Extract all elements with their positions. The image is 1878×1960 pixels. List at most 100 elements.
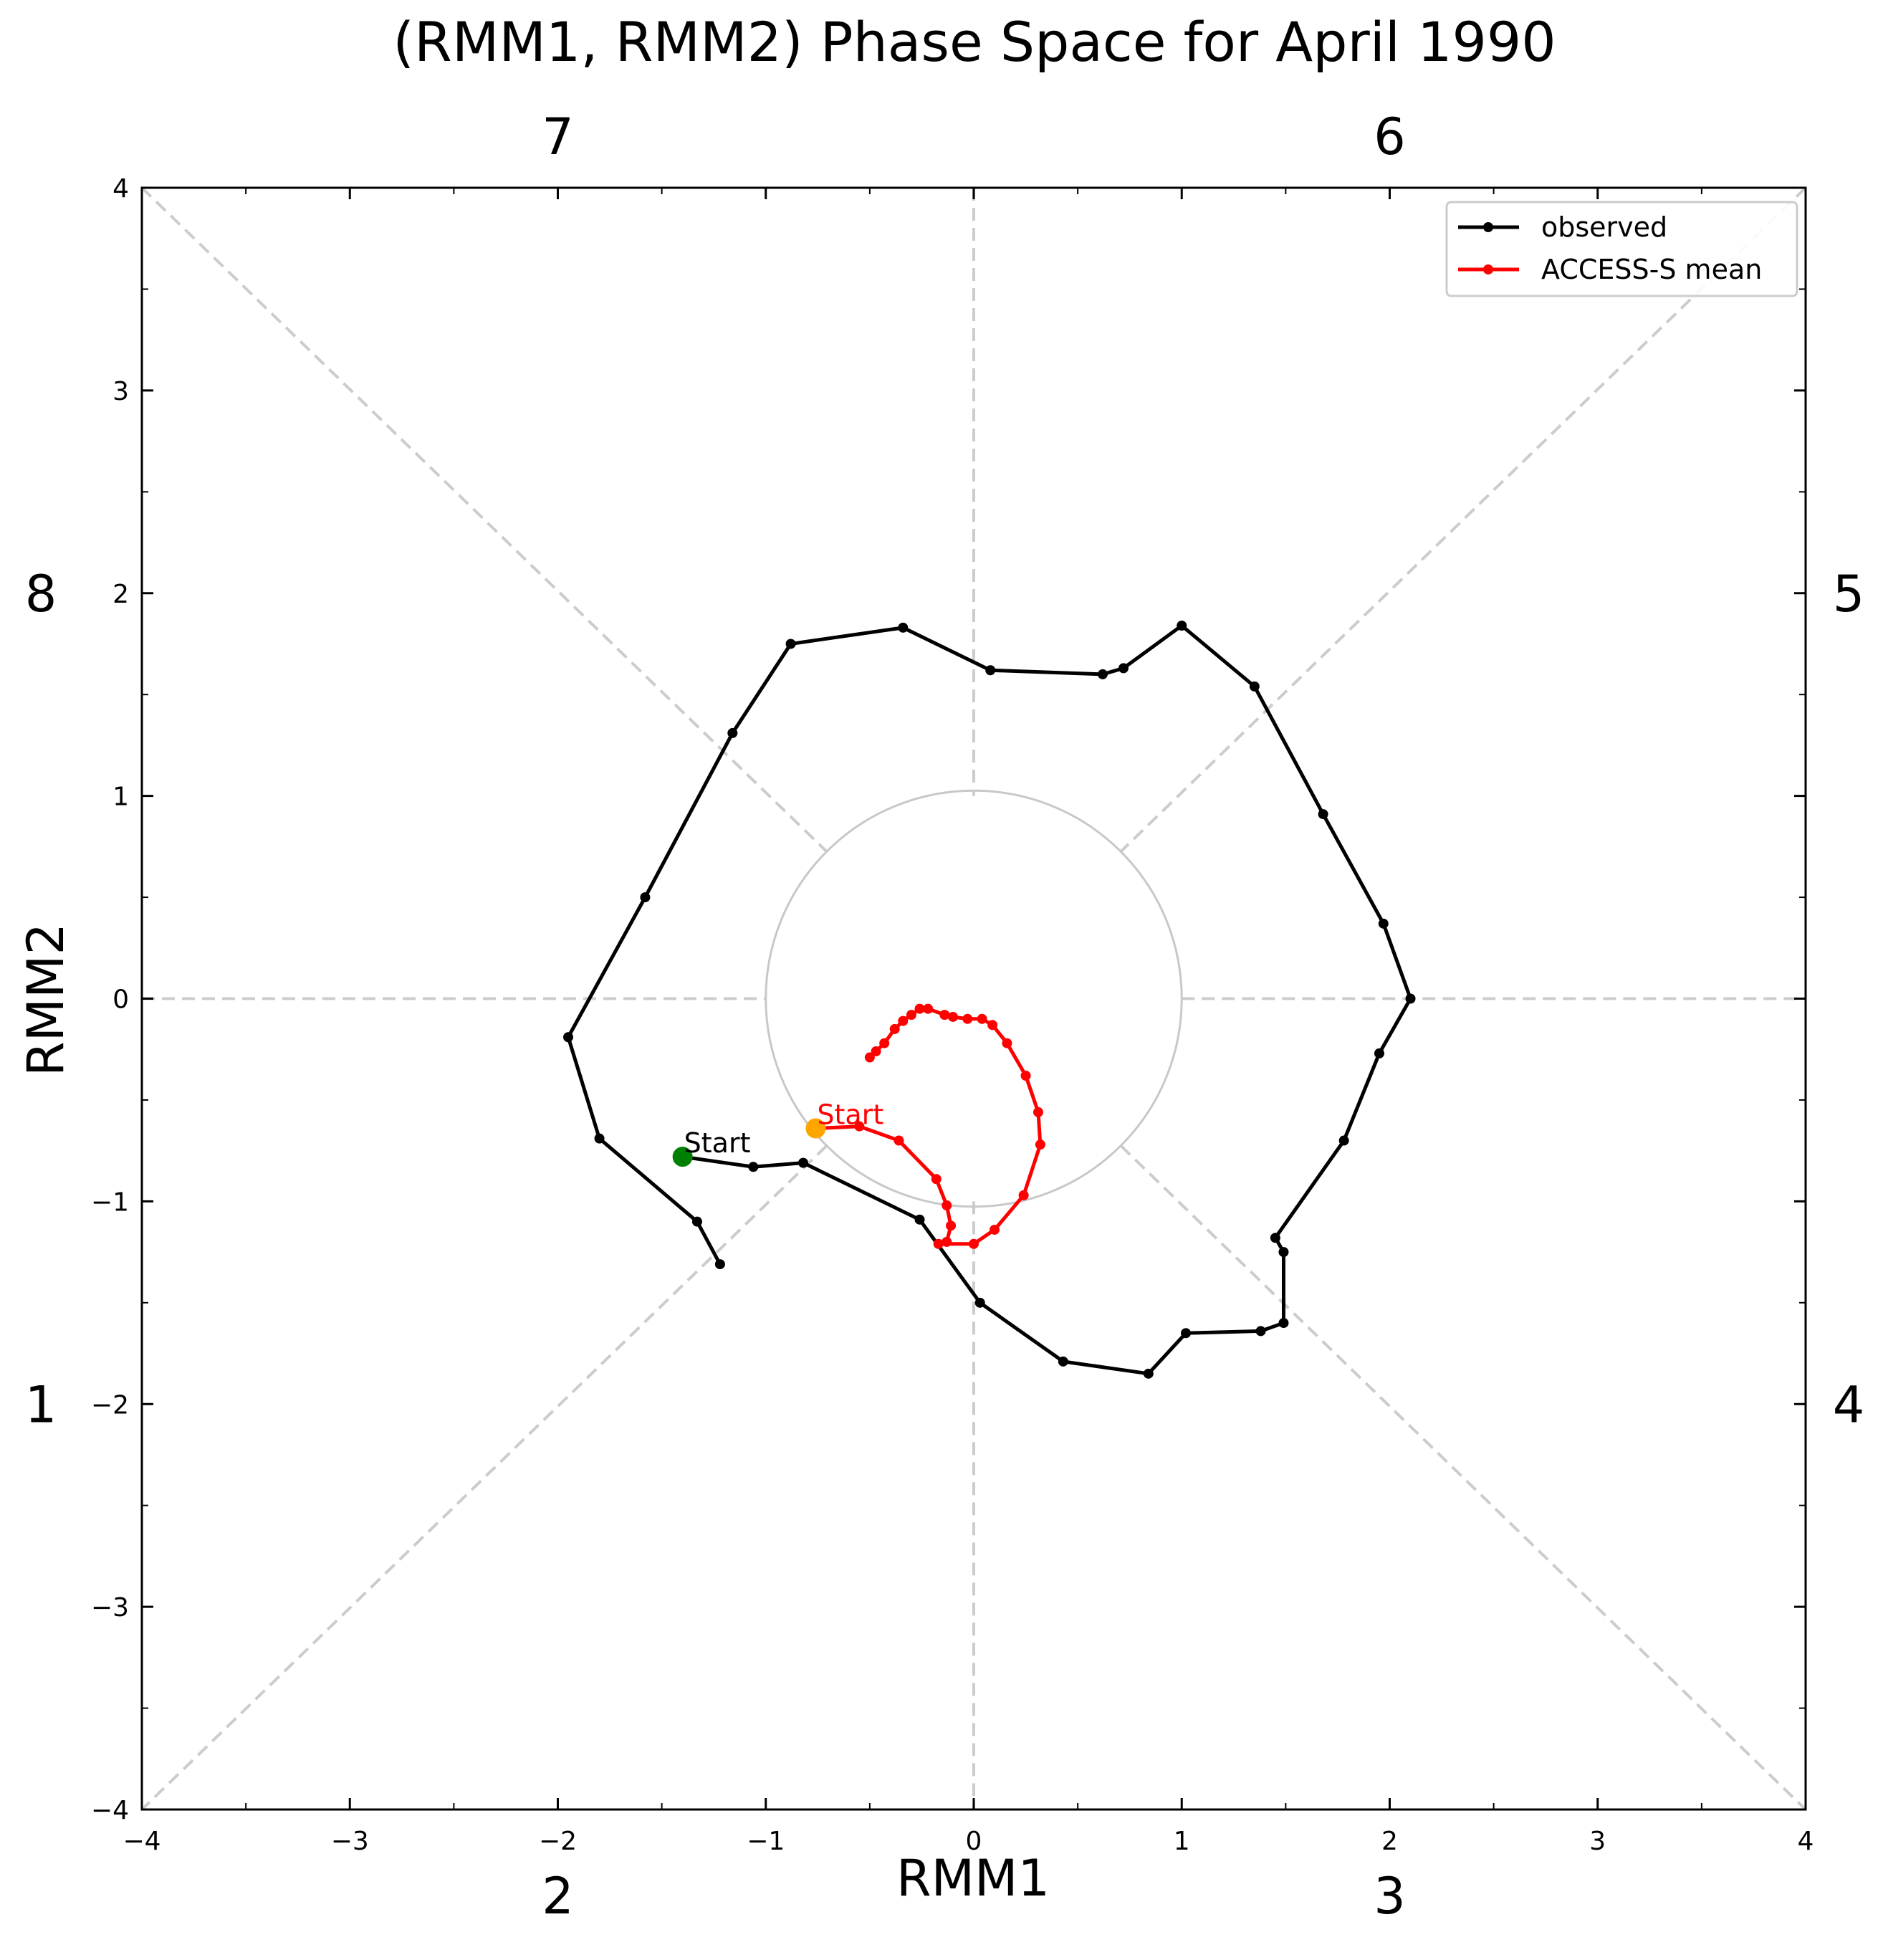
x-tick-label: 1	[1174, 1827, 1190, 1856]
phase-label-3: 3	[1374, 1867, 1406, 1926]
data-point-observed	[1270, 1233, 1280, 1243]
data-point-access-s-mean	[1033, 1106, 1043, 1117]
data-point-access-s-mean	[987, 1020, 998, 1031]
data-point-access-s-mean	[871, 1046, 881, 1057]
x-tick-label: −4	[123, 1827, 161, 1856]
data-point-access-s-mean	[969, 1238, 979, 1249]
y-tick-label: −4	[91, 1796, 129, 1825]
data-point-access-s-mean	[962, 1013, 973, 1024]
x-tick-label: 2	[1381, 1827, 1398, 1856]
y-tick-label: 4	[112, 174, 129, 204]
data-point-observed	[914, 1214, 925, 1225]
phase-label-5: 5	[1833, 565, 1865, 623]
data-point-access-s-mean	[942, 1236, 952, 1247]
y-axis-label: RMM2	[16, 923, 75, 1076]
data-point-access-s-mean	[923, 1003, 934, 1014]
data-point-observed	[1143, 1368, 1154, 1379]
y-tick-label: 0	[112, 985, 129, 1015]
data-point-access-s-mean	[864, 1052, 875, 1063]
phase-divider-diagonal-top-left	[140, 186, 828, 853]
x-tick-label: −2	[539, 1827, 577, 1856]
legend-marker-observed	[1483, 222, 1493, 232]
data-point-access-s-mean	[942, 1200, 952, 1211]
data-point-observed	[563, 1032, 574, 1043]
phase-label-6: 6	[1374, 107, 1406, 166]
y-tick-label: −1	[91, 1187, 129, 1217]
phase-label-7: 7	[542, 107, 574, 166]
y-tick-label: −3	[91, 1593, 129, 1622]
phase-label-4: 4	[1833, 1375, 1865, 1434]
data-point-access-s-mean	[1020, 1070, 1031, 1081]
data-point-observed	[1405, 993, 1416, 1004]
data-point-observed	[1278, 1318, 1289, 1329]
data-point-access-s-mean	[933, 1238, 944, 1249]
data-point-observed	[974, 1297, 985, 1308]
y-tick-label: 3	[112, 377, 129, 406]
data-point-access-s-mean	[914, 1003, 925, 1014]
x-tick-label: 0	[966, 1827, 982, 1856]
data-point-observed	[1278, 1247, 1289, 1258]
data-point-observed	[727, 727, 738, 738]
unit-circle	[765, 789, 1183, 1208]
data-point-access-s-mean	[1018, 1190, 1029, 1200]
x-tick-label: 3	[1589, 1827, 1606, 1856]
data-point-access-s-mean	[854, 1121, 865, 1132]
data-point-access-s-mean	[906, 1010, 916, 1020]
phase-divider-diagonal-bottom-left	[140, 1144, 828, 1811]
data-point-observed	[691, 1216, 702, 1227]
data-point-observed	[985, 665, 996, 676]
data-point-access-s-mean	[898, 1015, 909, 1026]
plot-area: −4 −3 −2 −1 0 1 2 3 4 −4 −3 −2 −1 0 1 2 3 4 1 2 3 4 5 6 7 8 Start S…	[25, 107, 1865, 1926]
data-point-observed	[1255, 1326, 1266, 1337]
y-tick-label: 2	[112, 580, 129, 609]
legend-label-observed: observed	[1541, 211, 1667, 243]
phase-label-2: 2	[542, 1867, 574, 1926]
data-point-observed	[640, 892, 651, 903]
chart-title: (RMM1, RMM2) Phase Space for April 1990	[393, 10, 1556, 74]
data-point-observed	[1249, 681, 1260, 692]
data-point-access-s-mean	[947, 1011, 958, 1022]
phase-label-1: 1	[25, 1375, 57, 1434]
data-point-observed	[1097, 669, 1108, 679]
phase-divider-diagonal-bottom-right	[1119, 1144, 1807, 1811]
x-tick-label: −3	[331, 1827, 369, 1856]
data-point-observed	[714, 1259, 725, 1270]
x-tick-label: 4	[1798, 1827, 1814, 1856]
data-point-access-s-mean	[1002, 1038, 1012, 1048]
start-marker-access-s-mean	[805, 1118, 826, 1139]
y-tick-label: 1	[112, 783, 129, 812]
data-point-observed	[1378, 918, 1389, 929]
data-point-observed	[797, 1157, 808, 1168]
legend-marker-access-s-mean	[1483, 264, 1493, 274]
start-label-access-s-mean: Start	[817, 1099, 883, 1131]
data-point-access-s-mean	[977, 1013, 987, 1024]
start-marker-observed	[672, 1147, 693, 1167]
x-axis-label: RMM1	[896, 1849, 1050, 1908]
data-point-observed	[1374, 1048, 1384, 1058]
data-point-observed	[1338, 1135, 1349, 1146]
data-point-observed	[1177, 621, 1187, 631]
data-point-access-s-mean	[889, 1023, 900, 1034]
data-point-observed	[785, 639, 796, 649]
data-point-access-s-mean	[946, 1220, 957, 1231]
data-point-access-s-mean	[931, 1174, 942, 1185]
legend-label-access-s-mean: ACCESS-S mean	[1541, 254, 1762, 285]
data-point-access-s-mean	[990, 1224, 1000, 1235]
data-point-observed	[1181, 1328, 1192, 1339]
start-label-observed: Start	[684, 1127, 751, 1159]
data-point-observed	[1118, 663, 1129, 674]
data-point-observed	[898, 622, 909, 633]
data-point-access-s-mean	[894, 1135, 904, 1146]
data-point-access-s-mean	[879, 1038, 890, 1048]
x-tick-label: −1	[747, 1827, 785, 1856]
phase-label-8: 8	[25, 565, 57, 623]
series-line-access-s-mean	[815, 1007, 1043, 1246]
legend-box	[1445, 201, 1798, 297]
phase-divider-diagonal-top-right	[1119, 186, 1807, 853]
data-point-access-s-mean	[939, 1010, 950, 1020]
series-line-observed	[566, 623, 1413, 1376]
data-point-observed	[1318, 809, 1328, 820]
data-point-observed	[748, 1162, 759, 1172]
